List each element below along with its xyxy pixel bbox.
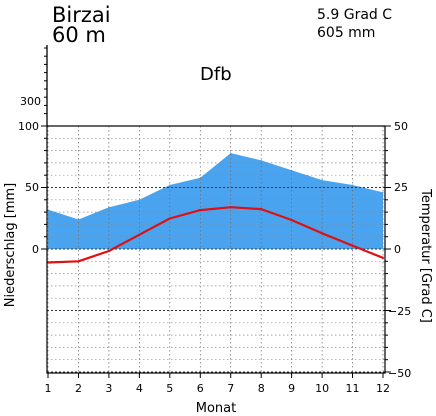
temperature-series bbox=[46, 206, 385, 264]
x-tick-label: 12 bbox=[376, 382, 390, 395]
temperature-point bbox=[351, 244, 354, 247]
temperature-point bbox=[168, 217, 171, 220]
x-axis-title: Monat bbox=[196, 401, 236, 416]
right-tick-minus50: −50 bbox=[388, 367, 411, 380]
temperature-point bbox=[138, 233, 141, 236]
right-tick-0: 0 bbox=[394, 243, 401, 256]
station-name: Birzai bbox=[52, 3, 111, 27]
precipitation-area bbox=[48, 153, 383, 249]
x-tick-label: 8 bbox=[258, 382, 265, 395]
precipitation-point bbox=[260, 159, 262, 161]
precipitation-point bbox=[321, 179, 323, 181]
right-tick-50: 50 bbox=[394, 120, 408, 133]
upper-precip-scale: 300 bbox=[20, 45, 48, 126]
left-axis-title: Niederschlag [mm] bbox=[3, 183, 18, 308]
annual-precipitation: 605 mm bbox=[317, 25, 375, 41]
axis-ticks bbox=[41, 125, 391, 378]
x-tick-label: 11 bbox=[346, 382, 360, 395]
right-tick-minus25: −25 bbox=[388, 305, 411, 318]
left-tick-0: 0 bbox=[32, 243, 39, 256]
precipitation-series bbox=[47, 152, 384, 249]
right-axis-title: Temperatur [Grad C] bbox=[418, 188, 433, 323]
temperature-point bbox=[260, 208, 263, 211]
x-tick-label: 1 bbox=[45, 382, 52, 395]
precipitation-point bbox=[199, 177, 201, 179]
station-elevation: 60 m bbox=[52, 23, 106, 47]
precipitation-point bbox=[169, 184, 171, 186]
temperature-line bbox=[47, 206, 384, 264]
x-tick-label: 5 bbox=[166, 382, 173, 395]
x-tick-labels: 1 2 3 4 5 6 7 8 9 10 11 12 bbox=[45, 382, 391, 395]
x-tick-label: 9 bbox=[288, 382, 295, 395]
upper-tick-label: 300 bbox=[20, 95, 41, 108]
x-tick-label: 3 bbox=[105, 382, 112, 395]
x-tick-label: 2 bbox=[75, 382, 82, 395]
precipitation-point bbox=[351, 184, 354, 186]
temperature-point bbox=[199, 209, 202, 212]
precipitation-point bbox=[382, 191, 384, 193]
x-tick-label: 4 bbox=[136, 382, 143, 395]
temperature-point bbox=[107, 249, 110, 253]
x-tick-label: 6 bbox=[197, 382, 204, 395]
temperature-point bbox=[321, 232, 324, 235]
precipitation-point bbox=[47, 209, 49, 211]
right-tick-25: 25 bbox=[394, 181, 408, 194]
temperature-point bbox=[229, 206, 232, 209]
climate-class: Dfb bbox=[200, 64, 232, 85]
mean-temperature: 5.9 Grad C bbox=[317, 7, 392, 23]
x-tick-label: 7 bbox=[227, 382, 234, 395]
x-tick-label: 10 bbox=[315, 382, 329, 395]
precipitation-point bbox=[230, 152, 232, 154]
left-tick-50: 50 bbox=[25, 181, 39, 194]
temperature-point bbox=[381, 256, 385, 259]
left-tick-100: 100 bbox=[18, 120, 39, 133]
temperature-point bbox=[77, 260, 80, 263]
temperature-point bbox=[290, 218, 293, 222]
grid bbox=[47, 126, 385, 373]
